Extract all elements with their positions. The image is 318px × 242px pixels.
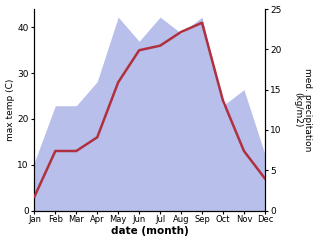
X-axis label: date (month): date (month) [111, 227, 189, 236]
Y-axis label: med. precipitation
(kg/m2): med. precipitation (kg/m2) [293, 68, 313, 151]
Y-axis label: max temp (C): max temp (C) [5, 79, 15, 141]
